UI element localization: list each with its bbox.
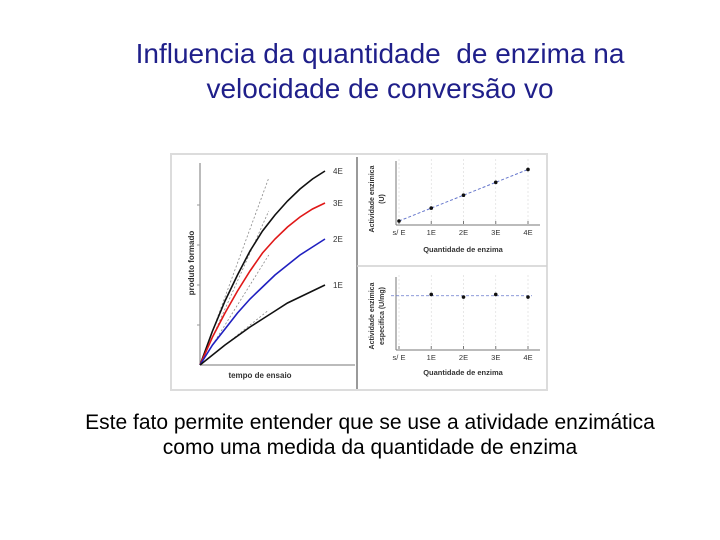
category-label: 4E	[523, 353, 532, 362]
tr-y-axis-label-1: Actividade enzimica	[369, 165, 376, 232]
series-label-4E: 4E	[333, 167, 343, 176]
series-curve-4E	[199, 170, 326, 366]
category-label: 2E	[459, 228, 468, 237]
data-point	[429, 206, 434, 210]
data-point	[493, 292, 498, 297]
br-y-axis-label-1: Actividade enzimica	[369, 282, 376, 349]
figure-svg: 4E 3E 2E 1E produto formado tempo de ensaio…	[170, 153, 548, 391]
category-label: s/ E	[393, 353, 406, 362]
category-label: 2E	[459, 353, 468, 362]
series-curve-1E	[199, 284, 326, 366]
figure-panel: 4E 3E 2E 1E produto formado tempo de ensaio…	[170, 153, 548, 391]
caption-line-1: Este fato permite entender que se use a …	[85, 411, 655, 434]
category-label: 1E	[427, 353, 436, 362]
category-label: 1E	[427, 228, 436, 237]
data-point	[397, 219, 401, 223]
category-label: 3E	[491, 228, 500, 237]
slide-caption: Este fato permite entender que se use a …	[20, 410, 720, 460]
left-y-axis-label: produto formado	[187, 231, 196, 296]
data-point	[461, 295, 466, 299]
title-line-2: velocidade de conversão vo	[206, 73, 554, 104]
left-x-axis-label: tempo de ensaio	[228, 371, 291, 380]
series-label-1E: 1E	[333, 281, 343, 290]
series-label-2E: 2E	[333, 235, 343, 244]
series-curve-3E	[199, 202, 326, 366]
slide-title: Influencia da quantidade de enzima na ve…	[60, 36, 700, 106]
br-x-axis-label: Quantidade de enzima	[423, 368, 503, 377]
category-label: s/ E	[393, 228, 406, 237]
br-y-axis-label-2: especifica (U/mg)	[379, 287, 386, 345]
series-curve-2E	[199, 238, 326, 366]
data-point	[526, 167, 530, 172]
data-point	[526, 295, 530, 299]
bottom-right-chart: s/ E 1E 2E 3E 4E Actividade enzimica especif…	[369, 275, 540, 377]
tr-x-axis-label: Quantidade de enzima	[423, 245, 503, 254]
category-label: 3E	[491, 353, 500, 362]
tr-y-axis-label-2: (U)	[379, 194, 386, 204]
data-point	[429, 292, 434, 297]
data-point	[461, 193, 466, 198]
category-label: 4E	[523, 228, 532, 237]
caption-line-2: como uma medida da quantidade de enzima	[162, 436, 578, 459]
series-label-3E: 3E	[333, 199, 343, 208]
top-right-chart: s/ E 1E 2E 3E 4E Actividade enzimica (U) Qua…	[369, 159, 540, 254]
title-line-1: Influencia da quantidade de enzima na	[135, 38, 625, 69]
data-point	[493, 180, 498, 185]
trend-line	[398, 168, 529, 222]
left-chart: 4E 3E 2E 1E produto formado tempo de ensaio	[187, 163, 355, 380]
